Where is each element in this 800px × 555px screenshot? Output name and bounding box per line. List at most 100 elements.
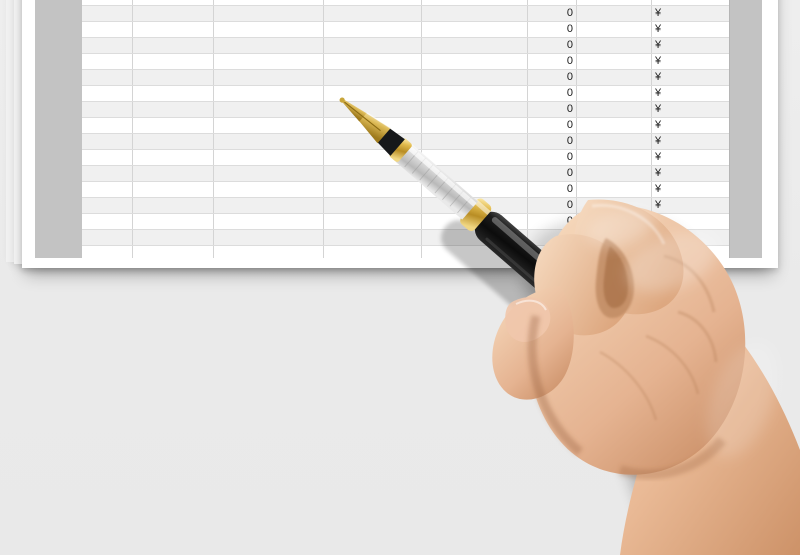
cell-name[interactable]	[132, 245, 214, 258]
cell-total[interactable]: -	[672, 5, 729, 22]
table-row[interactable]: 0 ¥-	[82, 197, 729, 214]
cell-rate[interactable]	[597, 69, 652, 86]
cell-b[interactable]	[323, 229, 422, 246]
cell-c[interactable]	[421, 117, 528, 134]
cell-c[interactable]	[421, 213, 528, 230]
cell-b[interactable]	[323, 85, 422, 102]
cell-no[interactable]	[82, 85, 133, 102]
cell-b[interactable]	[323, 53, 422, 70]
table-row[interactable]: 0 ¥-	[82, 165, 729, 182]
table-row[interactable]: 0 ¥-	[82, 5, 729, 22]
cell-b[interactable]	[323, 133, 422, 150]
cell-c[interactable]	[421, 37, 528, 54]
cell-total_sym[interactable]: ¥	[651, 5, 672, 22]
cell-b[interactable]	[323, 165, 422, 182]
cell-no[interactable]	[82, 0, 133, 6]
cell-name[interactable]	[132, 69, 214, 86]
cell-name[interactable]	[132, 229, 214, 246]
cell-b[interactable]	[323, 213, 422, 230]
cell-c[interactable]	[421, 101, 528, 118]
cell-total[interactable]: -	[672, 229, 729, 246]
cell-total_sym[interactable]: ¥	[651, 197, 672, 214]
cell-total[interactable]: -	[672, 165, 729, 182]
table-row[interactable]: 0 ¥-	[82, 149, 729, 166]
cell-rate_sym[interactable]	[576, 0, 597, 6]
cell-name[interactable]	[132, 213, 214, 230]
cell-name[interactable]	[132, 53, 214, 70]
cell-total_sym[interactable]: ¥	[651, 85, 672, 102]
table-row[interactable]: 0 ¥-	[82, 229, 729, 246]
cell-total_sym[interactable]: ¥	[651, 37, 672, 54]
cell-rate[interactable]	[597, 53, 652, 70]
table-row[interactable]: 0 ¥-	[82, 0, 729, 6]
worksheet-grid[interactable]: 1黄东明8710296285¥17.00¥4,845.002谢名82767022…	[82, 0, 729, 258]
cell-sum[interactable]: 0	[527, 69, 577, 86]
cell-a[interactable]	[213, 149, 324, 166]
cell-name[interactable]	[132, 181, 214, 198]
cell-total[interactable]: -	[672, 245, 729, 258]
cell-rate_sym[interactable]	[576, 5, 597, 22]
cell-rate_sym[interactable]	[576, 181, 597, 198]
cell-c[interactable]	[421, 181, 528, 198]
cell-sum[interactable]: 0	[527, 245, 577, 258]
cell-c[interactable]	[421, 165, 528, 182]
cell-no[interactable]	[82, 37, 133, 54]
cell-c[interactable]	[421, 197, 528, 214]
cell-total[interactable]: -	[672, 85, 729, 102]
cell-b[interactable]	[323, 149, 422, 166]
cell-sum[interactable]: 0	[527, 165, 577, 182]
cell-no[interactable]	[82, 229, 133, 246]
cell-sum[interactable]: 0	[527, 53, 577, 70]
cell-no[interactable]	[82, 165, 133, 182]
cell-total[interactable]: -	[672, 37, 729, 54]
cell-b[interactable]	[323, 5, 422, 22]
cell-c[interactable]	[421, 5, 528, 22]
table-row[interactable]: 0 ¥-	[82, 101, 729, 118]
cell-total_sym[interactable]: ¥	[651, 101, 672, 118]
table-row[interactable]: 0 ¥-	[82, 245, 729, 258]
cell-name[interactable]	[132, 37, 214, 54]
cell-name[interactable]	[132, 197, 214, 214]
data-table-body[interactable]: 1黄东明8710296285¥17.00¥4,845.002谢名82767022…	[82, 0, 729, 258]
cell-a[interactable]	[213, 229, 324, 246]
cell-a[interactable]	[213, 53, 324, 70]
data-table[interactable]: 1黄东明8710296285¥17.00¥4,845.002谢名82767022…	[82, 0, 729, 258]
cell-rate[interactable]	[597, 181, 652, 198]
cell-a[interactable]	[213, 5, 324, 22]
cell-total_sym[interactable]: ¥	[651, 133, 672, 150]
cell-total_sym[interactable]: ¥	[651, 165, 672, 182]
cell-no[interactable]	[82, 133, 133, 150]
cell-c[interactable]	[421, 69, 528, 86]
cell-total[interactable]: -	[672, 197, 729, 214]
cell-rate_sym[interactable]	[576, 37, 597, 54]
cell-name[interactable]	[132, 85, 214, 102]
cell-no[interactable]	[82, 197, 133, 214]
cell-no[interactable]	[82, 149, 133, 166]
cell-rate_sym[interactable]	[576, 149, 597, 166]
cell-rate[interactable]	[597, 133, 652, 150]
cell-rate_sym[interactable]	[576, 213, 597, 230]
table-row[interactable]: 0 ¥-	[82, 181, 729, 198]
cell-b[interactable]	[323, 181, 422, 198]
table-row[interactable]: 0 ¥-	[82, 213, 729, 230]
cell-total[interactable]: -	[672, 101, 729, 118]
cell-name[interactable]	[132, 165, 214, 182]
cell-rate[interactable]	[597, 165, 652, 182]
cell-name[interactable]	[132, 133, 214, 150]
cell-b[interactable]	[323, 101, 422, 118]
cell-a[interactable]	[213, 69, 324, 86]
table-row[interactable]: 0 ¥-	[82, 85, 729, 102]
cell-total_sym[interactable]: ¥	[651, 229, 672, 246]
cell-rate[interactable]	[597, 21, 652, 38]
cell-rate[interactable]	[597, 197, 652, 214]
cell-a[interactable]	[213, 133, 324, 150]
cell-name[interactable]	[132, 149, 214, 166]
cell-a[interactable]	[213, 181, 324, 198]
cell-a[interactable]	[213, 101, 324, 118]
cell-total[interactable]: -	[672, 21, 729, 38]
cell-total_sym[interactable]: ¥	[651, 21, 672, 38]
table-row[interactable]: 0 ¥-	[82, 133, 729, 150]
cell-sum[interactable]: 0	[527, 37, 577, 54]
cell-rate[interactable]	[597, 229, 652, 246]
cell-b[interactable]	[323, 197, 422, 214]
